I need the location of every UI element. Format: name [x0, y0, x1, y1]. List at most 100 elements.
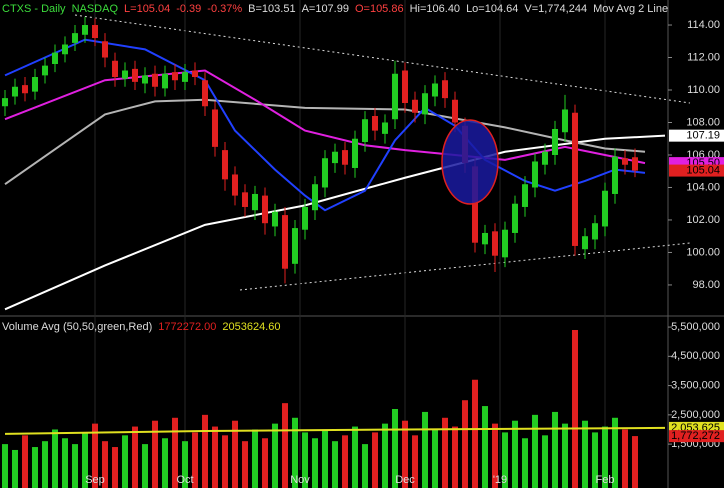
candle-body: [592, 223, 598, 240]
y-tick-label: 114.00: [687, 19, 720, 31]
candle-body: [342, 150, 348, 165]
volume-bar: [122, 435, 128, 488]
candle-body: [242, 192, 248, 207]
y-tick-label: 102.00: [686, 214, 720, 226]
x-tick-label: Sep: [85, 474, 105, 486]
volume-bar: [32, 447, 38, 488]
candle-body: [302, 206, 308, 230]
volume-bar: [182, 441, 188, 488]
candle-body: [132, 68, 138, 82]
header-text: Volume Avg (50,50,green,Red): [2, 321, 152, 333]
candle-body: [252, 193, 258, 211]
volume-bar: [152, 420, 158, 488]
candle-body: [12, 86, 18, 97]
price-badge: [669, 164, 724, 177]
volume-bar: [2, 444, 8, 488]
volume-bar: [602, 426, 608, 488]
candle-body: [102, 41, 108, 58]
candle-body: [402, 70, 408, 103]
lower-trendline: [239, 242, 691, 291]
volume-bar: [272, 423, 278, 488]
candle-body: [332, 151, 338, 164]
candle-body: [232, 174, 238, 196]
volume-bar: [382, 423, 388, 488]
candle-body: [412, 99, 418, 113]
volume-bar: [452, 426, 458, 488]
candle-body: [632, 157, 638, 171]
volume-bar: [622, 429, 628, 488]
header-text: B=103.51: [248, 3, 295, 15]
volume-bar: [512, 420, 518, 488]
volume-bar: [142, 444, 148, 488]
moving-average-line: [4, 426, 666, 435]
volume-bar: [332, 441, 338, 488]
volume-bar: [492, 423, 498, 488]
candle-body: [352, 138, 358, 168]
candle-body: [612, 156, 618, 194]
y-tick-label: 110.00: [687, 84, 720, 96]
candle-body: [452, 99, 458, 123]
y-tick-label: 98.00: [692, 279, 720, 291]
candle-body: [512, 203, 518, 233]
volume-bar: [362, 444, 368, 488]
volume-bar: [372, 432, 378, 488]
header-text: NASDAQ: [72, 3, 119, 15]
volume-bar: [542, 435, 548, 488]
candle-body: [162, 73, 168, 89]
volume-bar: [482, 406, 488, 488]
candle-body: [202, 80, 208, 107]
volume-bar: [612, 417, 618, 488]
candle-body: [392, 73, 398, 120]
header-text: Lo=104.64: [466, 3, 518, 15]
candle-body: [552, 128, 558, 155]
candle-body: [182, 72, 188, 82]
candle-body: [142, 75, 148, 84]
candle-body: [622, 158, 628, 165]
volume-bar: [342, 435, 348, 488]
candle-body: [432, 83, 438, 97]
y-tick-label: 2,500,000: [671, 409, 720, 421]
volume-bar: [222, 435, 228, 488]
candle-body: [172, 72, 178, 81]
candle-body: [542, 151, 548, 165]
candle-body: [322, 158, 328, 188]
highlight-ellipse: [441, 119, 499, 205]
header-text: -0.39: [176, 3, 201, 15]
candle-body: [502, 229, 508, 258]
header-text: Hi=106.40: [410, 3, 460, 15]
marks: [2, 0, 672, 488]
volume-bar: [352, 426, 358, 488]
volume-bar: [132, 426, 138, 488]
volume-bar: [72, 444, 78, 488]
volume-bar: [292, 417, 298, 488]
candle-body: [42, 65, 48, 76]
volume-bar: [502, 432, 508, 488]
volume-bar: [232, 420, 238, 488]
candle-body: [472, 166, 478, 243]
candle-body: [562, 109, 568, 133]
y-tick-label: 108.00: [686, 116, 720, 128]
volume-bar: [562, 423, 568, 488]
candle-body: [192, 70, 198, 78]
volume-bar: [92, 423, 98, 488]
upper-trendline: [74, 14, 691, 104]
moving-average-line: [4, 98, 646, 186]
header-text: V=1,774,244: [524, 3, 587, 15]
price-badge: [669, 430, 724, 443]
x-tick-label: Dec: [395, 474, 415, 486]
header-text: -0.37%: [207, 3, 242, 15]
candle-body: [52, 52, 58, 65]
y-tick-label: 104.00: [686, 181, 720, 193]
y-tick-label: 3,500,000: [671, 379, 720, 391]
candle-body: [602, 190, 608, 227]
volume-bar: [282, 403, 288, 488]
volume-bar: [532, 414, 538, 488]
volume-bar: [522, 438, 528, 488]
price-badge-label: 1,772,272: [671, 430, 720, 442]
candle-body: [212, 109, 218, 147]
volume-bar: [42, 441, 48, 488]
header-text: O=105.86: [355, 3, 404, 15]
y-tick-label: 4,500,000: [671, 350, 720, 362]
candle-body: [82, 25, 88, 35]
